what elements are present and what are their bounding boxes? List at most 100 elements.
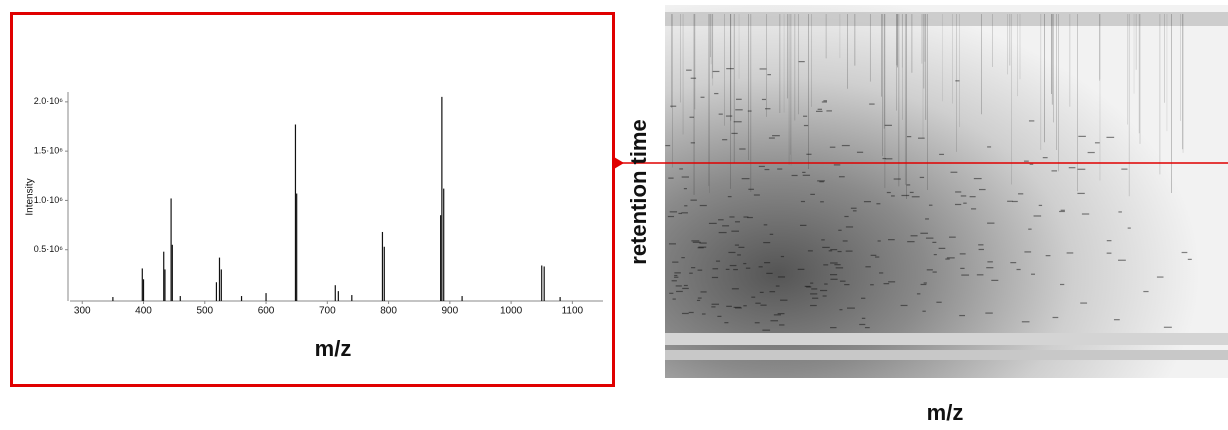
heatmap-speck (863, 201, 871, 203)
x-tick-label: 700 (319, 306, 336, 317)
heatmap-speck (688, 311, 694, 314)
heatmap-speck (1042, 157, 1048, 159)
heatmap-speck (697, 269, 703, 271)
heatmap-speck (763, 241, 771, 244)
heatmap-speck (780, 255, 785, 258)
heatmap-speck (816, 110, 823, 112)
heatmap-speck (700, 291, 707, 293)
heatmap-speck (733, 268, 738, 271)
heatmap-speck (945, 258, 950, 260)
heatmap-speck (684, 205, 688, 207)
heatmap-speck (803, 115, 808, 117)
heatmap-speck (876, 203, 881, 205)
heatmap-speck (1029, 163, 1034, 165)
heatmap-speck (1094, 142, 1100, 144)
heatmap-speck (973, 177, 982, 180)
heatmap-speck (754, 322, 760, 324)
heatmap-speck (810, 304, 817, 307)
heatmap-speck (839, 309, 843, 311)
heatmap-speck (1051, 170, 1058, 172)
heatmap-speck (714, 92, 719, 95)
heatmap-speck (822, 295, 827, 297)
heatmap-speck (737, 254, 741, 256)
heatmap-speck (1045, 255, 1051, 257)
heatmap-speck (780, 299, 788, 301)
heatmap-speck (1052, 316, 1059, 319)
heatmap-speck (812, 297, 819, 299)
heatmap-density (665, 5, 1228, 378)
heatmap-speck (689, 116, 695, 118)
heatmap-speck (845, 250, 853, 252)
heatmap-speck (883, 283, 890, 285)
heatmap-band (665, 12, 1228, 26)
heatmap-speck (987, 222, 995, 224)
heatmap-speck (907, 241, 915, 243)
heatmap-speck (791, 174, 798, 177)
heatmap-speck (1127, 227, 1131, 229)
heatmap-speck (738, 246, 745, 248)
heatmap-speck (1024, 251, 1032, 253)
heatmap-speck (955, 191, 962, 193)
heatmap-speck (830, 278, 838, 280)
heatmap-speck (901, 194, 910, 197)
heatmap-speck (821, 101, 828, 103)
heatmap-speck (726, 305, 732, 307)
heatmap-speck (959, 314, 966, 317)
marker-arrow (614, 157, 624, 169)
y-axis-label: Intensity (25, 178, 36, 215)
heatmap-speck (920, 232, 928, 234)
heatmap-speck (1010, 262, 1017, 264)
heatmap-speck (697, 297, 702, 299)
heatmap-speck (877, 240, 881, 242)
heatmap-speck (936, 301, 942, 303)
heatmap-speck (978, 244, 984, 246)
heatmap-speck (826, 110, 832, 112)
heatmap-speck (696, 299, 701, 302)
heatmap-speck (747, 216, 753, 219)
heatmap-speck (954, 203, 962, 206)
y-tick-label: 0.5·10⁶ (34, 244, 64, 254)
heatmap-speck (1016, 268, 1021, 271)
heatmap-speck (682, 287, 689, 290)
x-tick-label: 900 (441, 306, 458, 317)
heatmap-speck (976, 274, 984, 276)
heatmap-speck (743, 216, 749, 218)
heatmap-speck (690, 142, 695, 144)
heatmap-speck (689, 272, 693, 274)
heatmap-speck (743, 305, 747, 307)
heatmap-speck (741, 178, 750, 180)
heatmap-speck (838, 176, 845, 178)
heatmap-speck (928, 204, 933, 206)
heatmap-speck (960, 195, 967, 197)
heatmap-x-label: m/z (927, 400, 964, 425)
heatmap-speck (1066, 252, 1074, 254)
heatmap-speck (733, 121, 742, 123)
x-tick-label: 400 (135, 306, 152, 317)
heatmap-speck (699, 242, 707, 244)
heatmap-speck (839, 280, 846, 282)
heatmap-speck (885, 158, 893, 160)
heatmap-speck (859, 323, 866, 326)
heatmap-speck (985, 312, 993, 314)
heatmap-speck (674, 272, 681, 274)
heatmap-speck (711, 303, 720, 305)
heatmap-speck (833, 164, 841, 166)
heatmap-speck (798, 61, 805, 63)
heatmap-speck (946, 257, 955, 259)
heatmap-speck (739, 148, 746, 150)
heatmap-speck (690, 199, 697, 201)
y-tick-label: 1.5·10⁶ (34, 146, 64, 156)
heatmap-speck (731, 230, 739, 232)
heatmap-speck (667, 215, 675, 218)
heatmap-speck (717, 315, 722, 317)
heatmap-speck (807, 250, 813, 252)
heatmap-speck (1181, 251, 1188, 254)
heatmap-speck (834, 264, 841, 266)
heatmap-speck (820, 201, 824, 203)
heatmap-speck (932, 271, 937, 273)
heatmap-speck (955, 80, 960, 82)
heatmap-speck (753, 194, 760, 196)
heatmap-speck (800, 200, 805, 203)
heatmap-speck (1118, 259, 1126, 261)
